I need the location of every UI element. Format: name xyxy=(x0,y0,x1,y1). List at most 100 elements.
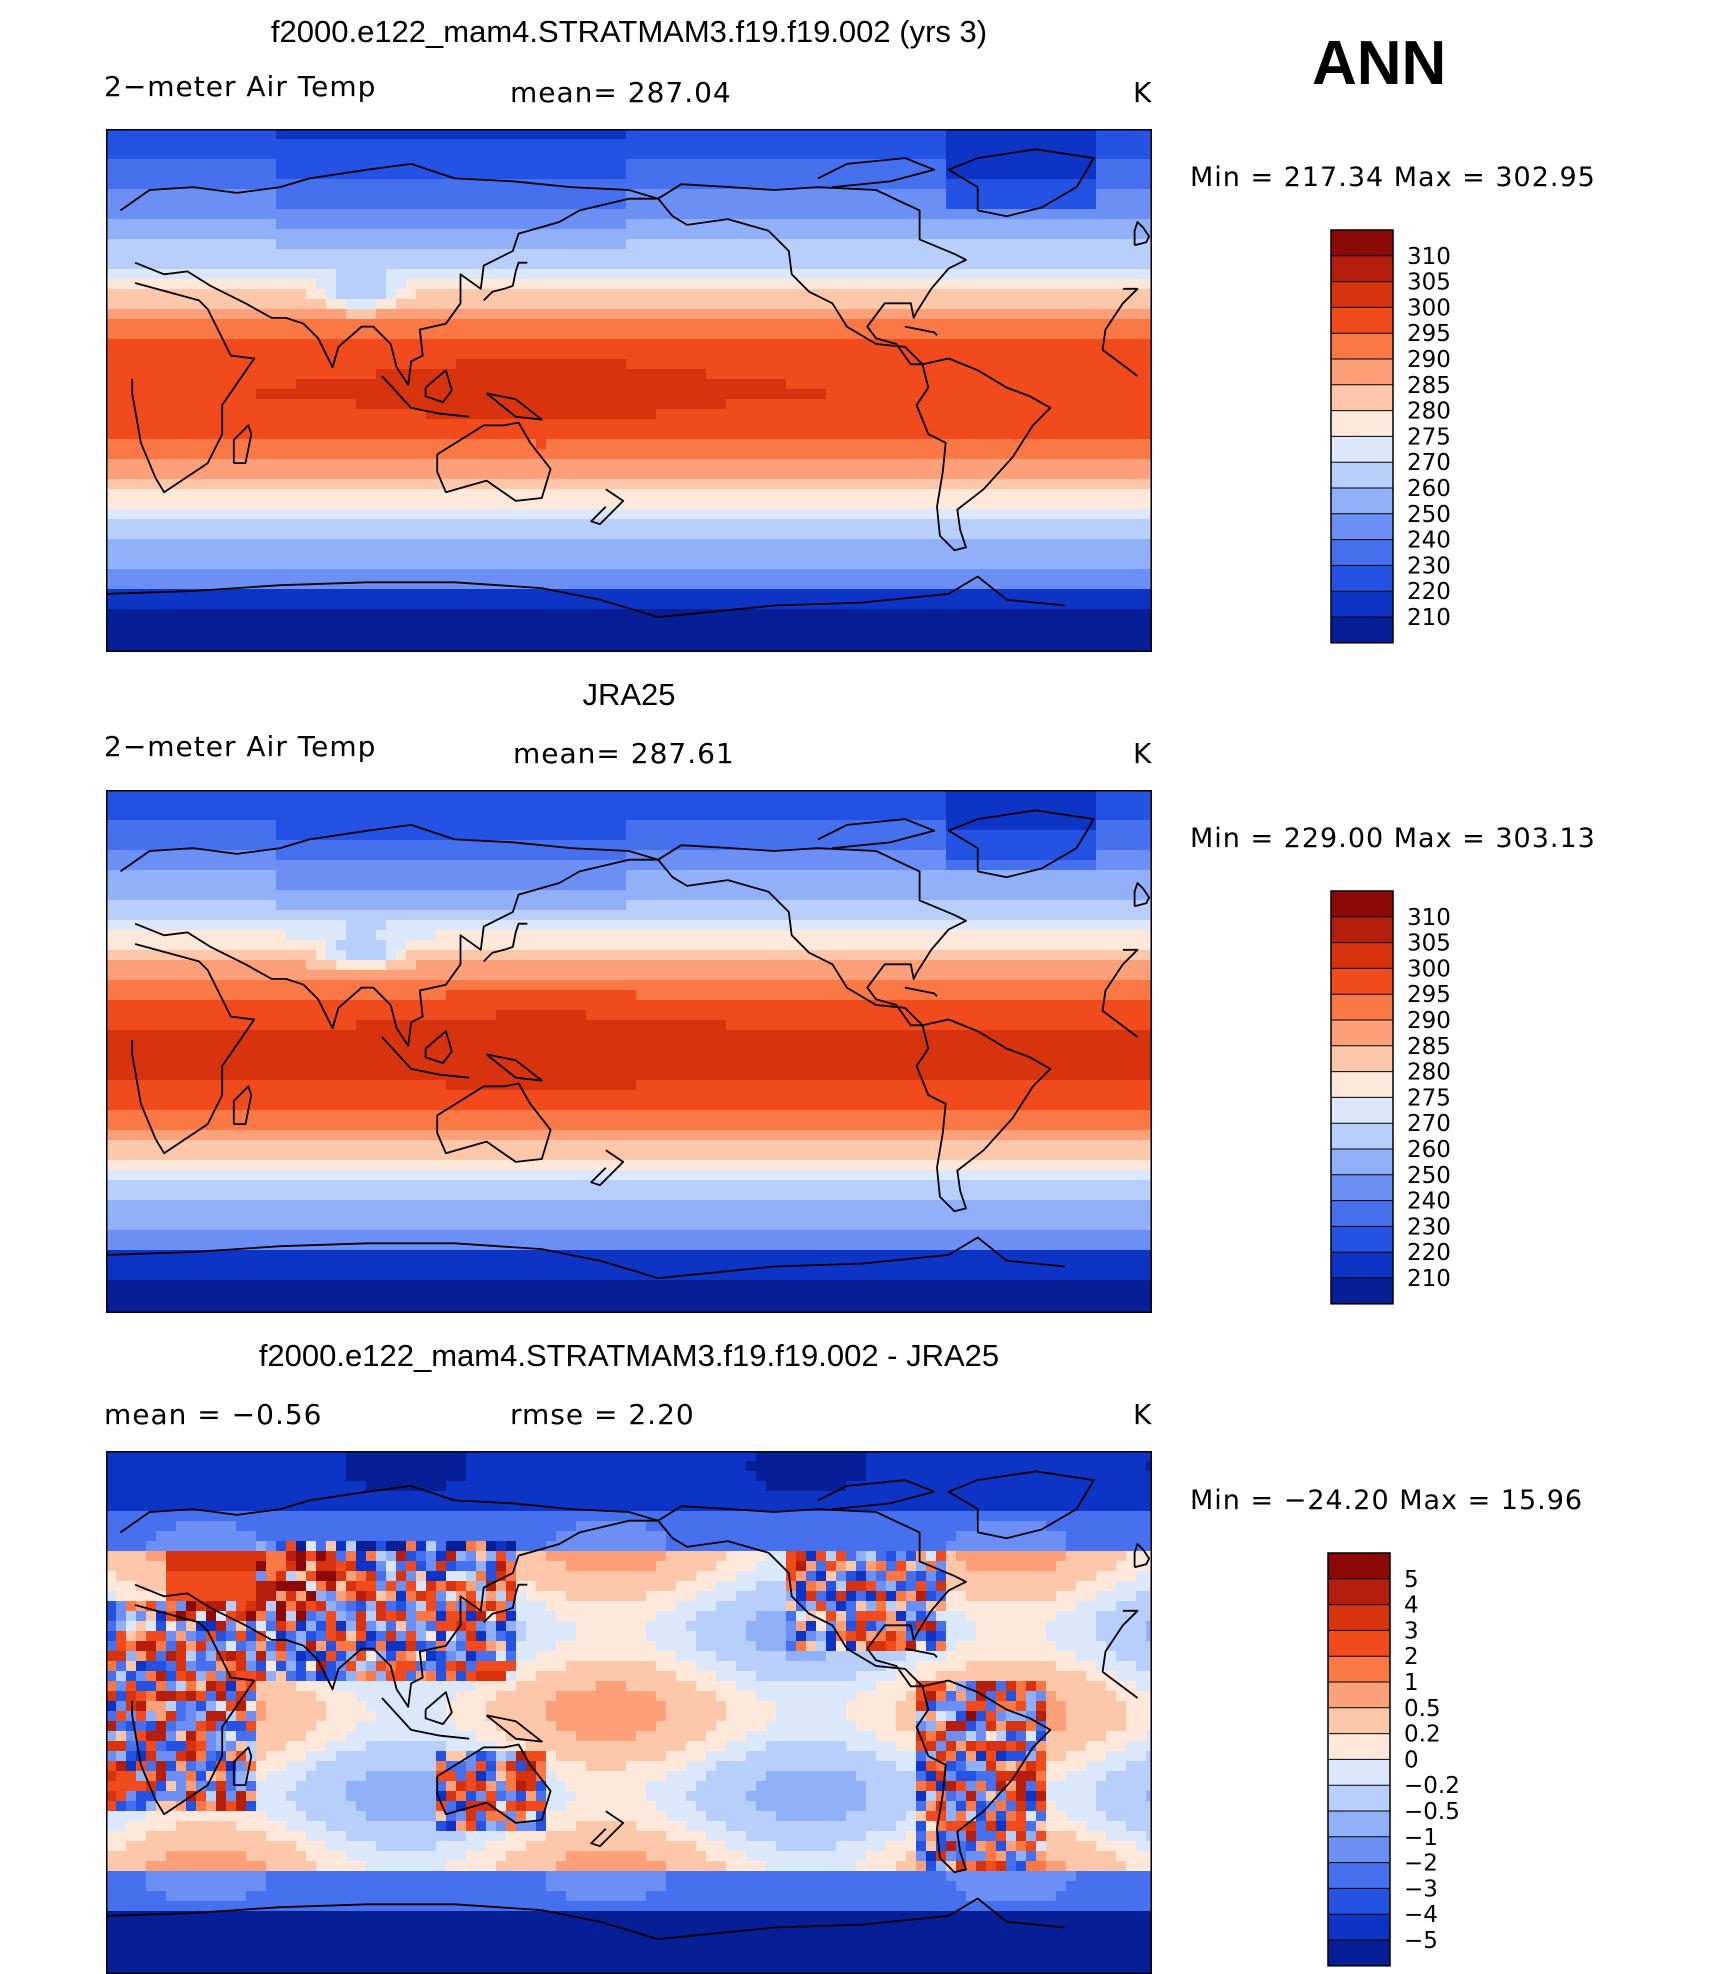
colorbar-swatch xyxy=(1328,1707,1390,1735)
panel-2-mean-label: mean= 287.61 xyxy=(513,737,735,770)
colorbar-swatch xyxy=(1328,1811,1390,1838)
colorbar-swatch xyxy=(1331,513,1393,541)
colorbar-tick-label: 310 xyxy=(1407,905,1451,931)
panel-1-colorbar: 3103053002952902852802752702602502402302… xyxy=(1330,229,1451,644)
colorbar-swatch xyxy=(1328,1888,1390,1915)
colorbar-swatch xyxy=(1331,1123,1393,1150)
colorbar-tick-label: 250 xyxy=(1407,1163,1451,1189)
colorbar-swatch xyxy=(1331,1226,1393,1253)
colorbar-tick-label: 250 xyxy=(1407,502,1451,528)
colorbar-swatch xyxy=(1331,1020,1393,1047)
panel-1-title: f2000.e122_mam4.STRATMAM3.f19.f19.002 (y… xyxy=(270,14,988,49)
colorbar-tick-label: 295 xyxy=(1407,321,1451,347)
colorbar-tick-label: −5 xyxy=(1404,1928,1438,1954)
colorbar-tick-label: 5 xyxy=(1404,1567,1419,1593)
colorbar-swatch xyxy=(1331,617,1393,644)
colorbar-tick-label: 210 xyxy=(1407,1266,1451,1292)
colorbar-tick-label: 295 xyxy=(1407,982,1451,1008)
colorbar-swatch xyxy=(1328,1836,1390,1864)
panel-1-variable-label: 2−meter Air Temp xyxy=(104,70,377,103)
colorbar-swatch xyxy=(1331,255,1393,283)
panel-1-mean-label: mean= 287.04 xyxy=(510,76,732,109)
colorbar-swatch xyxy=(1328,1656,1390,1683)
colorbar-tick-label: 275 xyxy=(1407,424,1451,450)
colorbar-tick-label: 275 xyxy=(1407,1085,1451,1111)
colorbar-tick-label: −0.2 xyxy=(1404,1773,1460,1799)
colorbar-swatch xyxy=(1331,488,1393,515)
panel-3-min-max: Min = −24.20 Max = 15.96 xyxy=(1190,1485,1584,1516)
colorbar-swatch xyxy=(1328,1578,1390,1606)
panel-3-title: f2000.e122_mam4.STRATMAM3.f19.f19.002 - … xyxy=(258,1338,1000,1373)
panel-3-rmse-label: rmse = 2.20 xyxy=(510,1398,695,1431)
colorbar-swatch xyxy=(1331,281,1393,308)
colorbar-swatch xyxy=(1328,1630,1390,1657)
colorbar-swatch xyxy=(1331,462,1393,489)
colorbar-swatch xyxy=(1328,1604,1390,1631)
colorbar-swatch xyxy=(1328,1682,1390,1709)
colorbar-swatch xyxy=(1331,1278,1393,1305)
panel-1-units-label: K xyxy=(1133,76,1153,109)
colorbar-tick-label: 0 xyxy=(1404,1747,1419,1773)
colorbar-swatch xyxy=(1328,1914,1390,1941)
colorbar-swatch xyxy=(1331,994,1393,1021)
panel-1-min-max: Min = 217.34 Max = 302.95 xyxy=(1190,162,1596,193)
colorbar-tick-label: 240 xyxy=(1407,1189,1451,1215)
colorbar-swatch xyxy=(1331,1200,1393,1227)
colorbar-tick-label: −0.5 xyxy=(1404,1799,1460,1825)
colorbar-swatch xyxy=(1328,1862,1390,1889)
colorbar-tick-label: 305 xyxy=(1407,270,1451,296)
colorbar-tick-label: 270 xyxy=(1407,450,1451,476)
colorbar-tick-label: 220 xyxy=(1407,1240,1451,1266)
colorbar-tick-label: 4 xyxy=(1404,1593,1419,1619)
colorbar-tick-label: 260 xyxy=(1407,1137,1451,1163)
colorbar-swatch xyxy=(1331,333,1393,360)
colorbar-swatch xyxy=(1331,1045,1393,1073)
colorbar-tick-label: −2 xyxy=(1404,1851,1438,1877)
panel-2-min-max: Min = 229.00 Max = 303.13 xyxy=(1190,823,1596,854)
colorbar-swatch xyxy=(1331,436,1393,463)
colorbar-tick-label: 280 xyxy=(1407,399,1451,425)
colorbar-tick-label: 290 xyxy=(1407,347,1451,373)
panel-2-units-label: K xyxy=(1133,737,1153,770)
colorbar-swatch xyxy=(1331,539,1393,566)
colorbar-tick-label: 300 xyxy=(1407,295,1451,321)
panel-2-map xyxy=(106,790,1152,1313)
colorbar-tick-label: 230 xyxy=(1407,553,1451,579)
colorbar-swatch xyxy=(1328,1940,1390,1967)
colorbar-tick-label: 270 xyxy=(1407,1111,1451,1137)
colorbar-swatch xyxy=(1331,1097,1393,1124)
panel-2-colorbar: 3103053002952902852802752702602502402302… xyxy=(1330,890,1451,1305)
colorbar-tick-label: 1 xyxy=(1404,1670,1419,1696)
colorbar-tick-label: −1 xyxy=(1404,1825,1438,1851)
colorbar-swatch xyxy=(1331,942,1393,969)
colorbar-swatch xyxy=(1328,1785,1390,1812)
colorbar-tick-label: 2 xyxy=(1404,1644,1419,1670)
colorbar-tick-label: 280 xyxy=(1407,1060,1451,1086)
colorbar-tick-label: 305 xyxy=(1407,931,1451,957)
colorbar-tick-label: 210 xyxy=(1407,605,1451,631)
colorbar-swatch xyxy=(1331,410,1393,437)
colorbar-swatch xyxy=(1331,230,1393,257)
colorbar-tick-label: 0.2 xyxy=(1404,1722,1441,1748)
colorbar-tick-label: 285 xyxy=(1407,373,1451,399)
colorbar-tick-label: 0.5 xyxy=(1404,1696,1441,1722)
colorbar-swatch xyxy=(1331,384,1393,412)
panel-1-map xyxy=(106,129,1152,652)
colorbar-swatch xyxy=(1328,1553,1390,1580)
season-label: ANN xyxy=(1312,29,1447,98)
colorbar-swatch xyxy=(1331,591,1393,618)
panel-3-units-label: K xyxy=(1133,1398,1153,1431)
panel-2-variable-label: 2−meter Air Temp xyxy=(104,730,377,763)
colorbar-swatch xyxy=(1331,1071,1393,1098)
colorbar-swatch xyxy=(1331,1149,1393,1176)
colorbar-swatch xyxy=(1331,916,1393,944)
panel-3-mean-label: mean = −0.56 xyxy=(104,1398,323,1431)
colorbar-tick-label: 310 xyxy=(1407,244,1451,270)
colorbar-tick-label: −3 xyxy=(1404,1876,1438,1902)
panel-2-title: JRA25 xyxy=(582,677,676,712)
colorbar-tick-label: 230 xyxy=(1407,1214,1451,1240)
colorbar-tick-label: −4 xyxy=(1404,1902,1438,1928)
colorbar-swatch xyxy=(1331,359,1393,386)
colorbar-tick-label: 260 xyxy=(1407,476,1451,502)
